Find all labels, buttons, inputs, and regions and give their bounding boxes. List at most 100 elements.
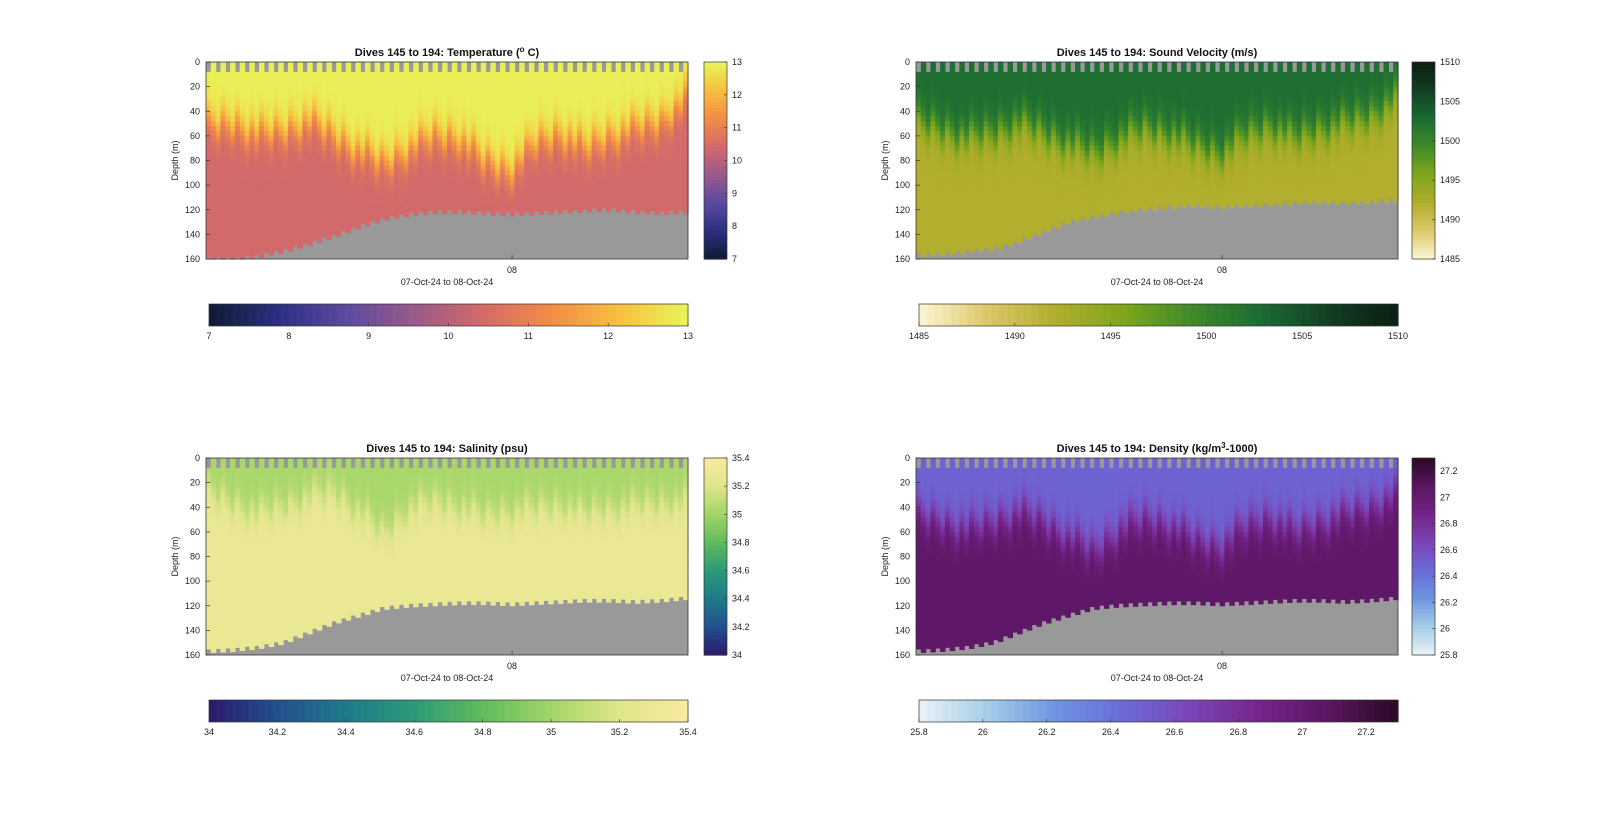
heatmap-cell bbox=[543, 77, 548, 83]
heatmap-cell bbox=[543, 161, 548, 167]
heatmap-cell bbox=[370, 215, 375, 221]
heatmap-cell bbox=[505, 161, 510, 167]
heatmap-cell bbox=[543, 101, 548, 107]
heatmap-cell bbox=[408, 82, 413, 88]
heatmap-cell bbox=[1090, 87, 1095, 93]
heatmap-cell bbox=[543, 96, 548, 102]
heatmap-cell bbox=[983, 92, 988, 98]
heatmap-cell bbox=[950, 190, 955, 196]
colorbar-tick-label: 10 bbox=[732, 156, 742, 166]
heatmap-cell bbox=[1061, 195, 1066, 201]
heatmap-cell bbox=[307, 165, 312, 171]
heatmap-cell bbox=[926, 244, 931, 250]
heatmap-cell bbox=[514, 175, 519, 181]
heatmap-cell bbox=[1070, 151, 1075, 157]
heatmap-cell bbox=[950, 254, 955, 255]
heatmap-cell bbox=[264, 106, 269, 112]
heatmap-cell bbox=[1037, 67, 1042, 73]
heatmap-cell bbox=[1027, 190, 1032, 196]
heatmap-cell bbox=[235, 111, 240, 117]
heatmap-cell bbox=[341, 82, 346, 88]
heatmap-cell bbox=[935, 195, 940, 201]
heatmap-cell bbox=[950, 229, 955, 235]
heatmap-cell bbox=[1022, 215, 1027, 221]
heatmap-cell bbox=[249, 82, 254, 88]
heatmap-cell bbox=[461, 185, 466, 191]
heatmap-cell bbox=[1118, 92, 1123, 98]
heatmap-cell bbox=[674, 87, 679, 93]
heatmap-cell bbox=[418, 185, 423, 191]
heatmap-cell bbox=[245, 116, 250, 122]
heatmap-cell bbox=[269, 161, 274, 167]
heatmap-cell bbox=[930, 244, 935, 250]
heatmap-cell bbox=[664, 82, 669, 88]
heatmap-cell bbox=[621, 165, 626, 171]
heatmap-cell bbox=[327, 126, 332, 132]
heatmap-cell bbox=[1114, 72, 1119, 78]
colorbar-segment bbox=[456, 304, 465, 326]
heatmap-cell bbox=[1041, 220, 1046, 226]
heatmap-cell bbox=[1032, 165, 1037, 171]
heatmap-cell bbox=[1123, 161, 1128, 167]
heatmap-cell bbox=[950, 161, 955, 167]
heatmap-cell bbox=[964, 190, 969, 196]
heatmap-cell bbox=[273, 92, 278, 98]
heatmap-cell bbox=[1017, 215, 1022, 221]
heatmap-cell bbox=[341, 111, 346, 117]
heatmap-cell bbox=[950, 131, 955, 137]
heatmap-cell bbox=[452, 82, 457, 88]
heatmap-cell bbox=[331, 170, 336, 176]
heatmap-cell bbox=[380, 210, 385, 216]
heatmap-cell bbox=[336, 87, 341, 93]
heatmap-cell bbox=[505, 151, 510, 157]
heatmap-cell bbox=[543, 131, 548, 137]
heatmap-cell bbox=[635, 77, 640, 83]
heatmap-cell bbox=[974, 180, 979, 186]
heatmap-cell bbox=[1109, 121, 1114, 127]
heatmap-cell bbox=[259, 62, 264, 68]
heatmap-cell bbox=[1085, 170, 1090, 176]
heatmap-cell bbox=[587, 136, 592, 142]
heatmap-cell bbox=[959, 244, 964, 250]
heatmap-cell bbox=[1099, 151, 1104, 157]
heatmap-cell bbox=[1008, 180, 1013, 186]
heatmap-cell bbox=[288, 180, 293, 186]
heatmap-cell bbox=[577, 96, 582, 102]
heatmap-cell bbox=[988, 225, 993, 231]
heatmap-cell bbox=[926, 249, 931, 253]
heatmap-cell bbox=[1085, 87, 1090, 93]
heatmap-cell bbox=[1099, 77, 1104, 83]
heatmap-cell bbox=[360, 131, 365, 137]
heatmap-cell bbox=[322, 215, 327, 221]
heatmap-cell bbox=[596, 180, 601, 186]
heatmap-cell bbox=[302, 220, 307, 226]
heatmap-cell bbox=[979, 239, 984, 245]
heatmap-cell bbox=[322, 146, 327, 152]
heatmap-cell bbox=[447, 161, 452, 167]
heatmap-cell bbox=[606, 205, 611, 211]
heatmap-cell bbox=[293, 170, 298, 176]
heatmap-cell bbox=[452, 151, 457, 157]
heatmap-cell bbox=[346, 200, 351, 206]
heatmap-cell bbox=[1075, 62, 1080, 68]
heatmap-cell bbox=[413, 185, 418, 191]
heatmap-cell bbox=[959, 175, 964, 181]
heatmap-cell bbox=[645, 111, 650, 117]
heatmap-cell bbox=[249, 146, 254, 152]
heatmap-cell bbox=[1003, 141, 1008, 147]
heatmap-cell bbox=[998, 136, 1003, 142]
heatmap-cell bbox=[331, 126, 336, 132]
heatmap-cell bbox=[534, 106, 539, 112]
heatmap-cell bbox=[1109, 136, 1114, 142]
heatmap-cell bbox=[1046, 136, 1051, 142]
heatmap-cell bbox=[640, 175, 645, 181]
heatmap-cell bbox=[254, 175, 259, 181]
colorbar-tick-label: 8 bbox=[286, 331, 291, 341]
heatmap-cell bbox=[423, 116, 428, 122]
heatmap-cell bbox=[495, 131, 500, 137]
heatmap-cell bbox=[254, 156, 259, 162]
heatmap-cell bbox=[235, 106, 240, 112]
heatmap-cell bbox=[1008, 175, 1013, 181]
heatmap-cell bbox=[959, 92, 964, 98]
heatmap-cell bbox=[635, 185, 640, 191]
